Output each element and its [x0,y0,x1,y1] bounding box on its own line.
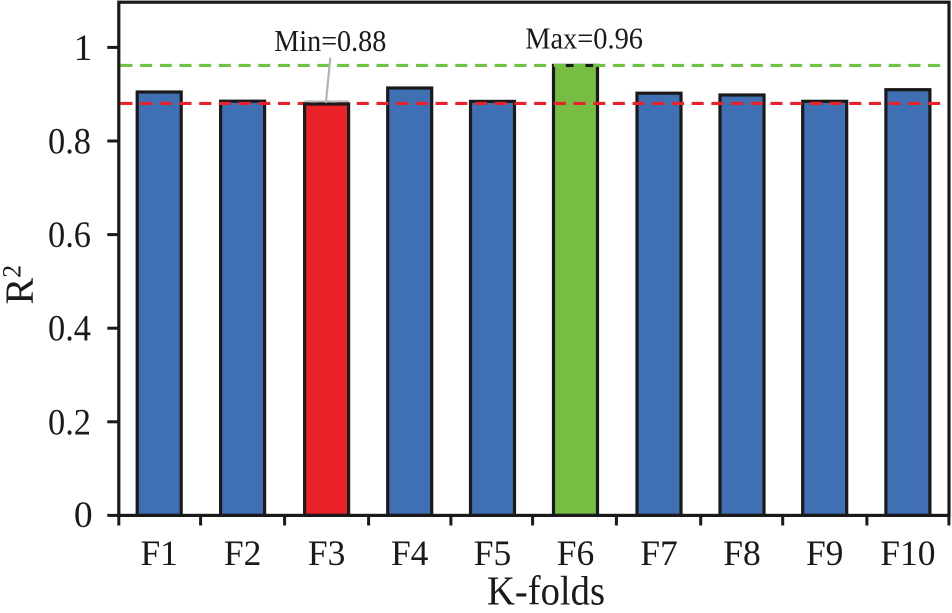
svg-text:0.6: 0.6 [48,215,91,256]
svg-text:F1: F1 [140,533,178,573]
svg-text:F9: F9 [806,533,844,573]
svg-text:F8: F8 [723,533,761,573]
svg-text:F2: F2 [224,533,262,573]
svg-text:F10: F10 [880,533,935,573]
svg-text:F7: F7 [640,533,678,573]
svg-text:0: 0 [74,495,93,536]
svg-text:F3: F3 [308,533,346,573]
svg-text:0.2: 0.2 [48,402,91,443]
svg-text:F6: F6 [557,533,595,573]
svg-text:Max=0.96: Max=0.96 [525,21,643,56]
svg-text:0.4: 0.4 [48,309,91,350]
svg-text:F4: F4 [391,533,429,573]
svg-text:1: 1 [74,28,93,69]
svg-text:F5: F5 [474,533,512,573]
svg-text:Min=0.88: Min=0.88 [274,24,386,58]
svg-text:0.8: 0.8 [48,122,91,163]
svg-text:K-folds: K-folds [487,568,605,613]
